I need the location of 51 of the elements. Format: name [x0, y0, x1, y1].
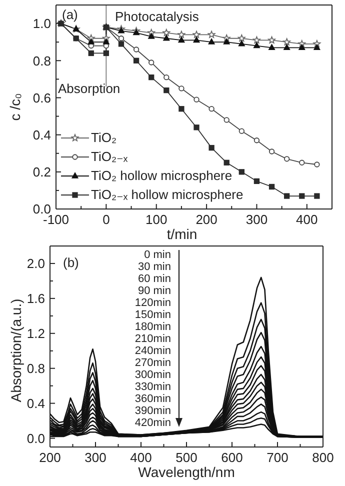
x-tick-label: 600: [221, 450, 243, 465]
legend-label: TiO₂ hollow microsphere: [91, 168, 232, 183]
x-tick-label: 300: [246, 212, 268, 227]
y-tick-label: 1.6: [26, 291, 45, 306]
legend-label: TiO₂₋ₓ hollow microsphere: [91, 186, 244, 202]
y-tick-label: 1.0: [32, 16, 51, 32]
x-tick-label: 400: [296, 212, 318, 227]
y-tick-label: 0.0: [26, 430, 45, 446]
x-tick-label: 100: [146, 212, 168, 227]
annotation: 390min: [134, 405, 171, 417]
annotation: 240min: [134, 345, 171, 357]
y-tick-label: 0.8: [32, 53, 51, 68]
annotation: 300min: [134, 369, 171, 381]
y-tick-label: 2.0: [26, 256, 45, 272]
x-tick-label: 400: [130, 450, 152, 465]
annotation: 270min: [134, 357, 171, 369]
annotation: 420min: [134, 417, 171, 429]
x-tick-label: 800: [312, 450, 334, 465]
annotation: 90 min: [136, 285, 171, 297]
legend-label: TiO₂₋ₓ: [91, 148, 128, 164]
x-tick-label: 0: [102, 212, 110, 227]
y-tick-label: 0.4: [32, 128, 51, 142]
annotation: (a): [62, 7, 78, 22]
x-tick-label: 700: [266, 450, 288, 465]
x-tick-label: 300: [84, 450, 106, 465]
annotation: 210min: [134, 333, 171, 345]
annotation: Absorption: [58, 81, 120, 96]
x-axis-title: Wavelength/nm: [138, 464, 235, 480]
y-tick-label: 0.8: [26, 361, 45, 376]
annotation: (b): [63, 255, 79, 270]
annotation: 150min: [134, 309, 171, 321]
x-tick-label: 200: [39, 450, 61, 465]
annotation: 360min: [134, 393, 171, 405]
y-tick-label: 0.4: [26, 396, 45, 411]
x-tick-label: 500: [176, 450, 198, 465]
annotation: 60 min: [136, 273, 171, 285]
annotation: 30 min: [136, 261, 171, 273]
x-tick-label: 200: [196, 212, 218, 227]
annotation: 330min: [134, 381, 171, 393]
annotation: Photocatalysis: [115, 9, 199, 24]
y-axis-title: c /c₀: [7, 93, 23, 121]
y-axis-title: Absorption/(a.u.): [8, 298, 24, 402]
x-axis-title: t/min: [166, 226, 198, 242]
y-tick-label: 0.2: [32, 164, 51, 180]
annotation: 180min: [134, 321, 171, 333]
y-tick-label: 1.2: [26, 326, 45, 342]
annotation: 0 min: [143, 249, 171, 261]
annotation: 120min: [134, 297, 171, 309]
y-tick-label: 0.6: [32, 90, 51, 106]
x-tick-label: -100: [42, 212, 70, 227]
legend-label: TiO₂: [91, 130, 117, 145]
